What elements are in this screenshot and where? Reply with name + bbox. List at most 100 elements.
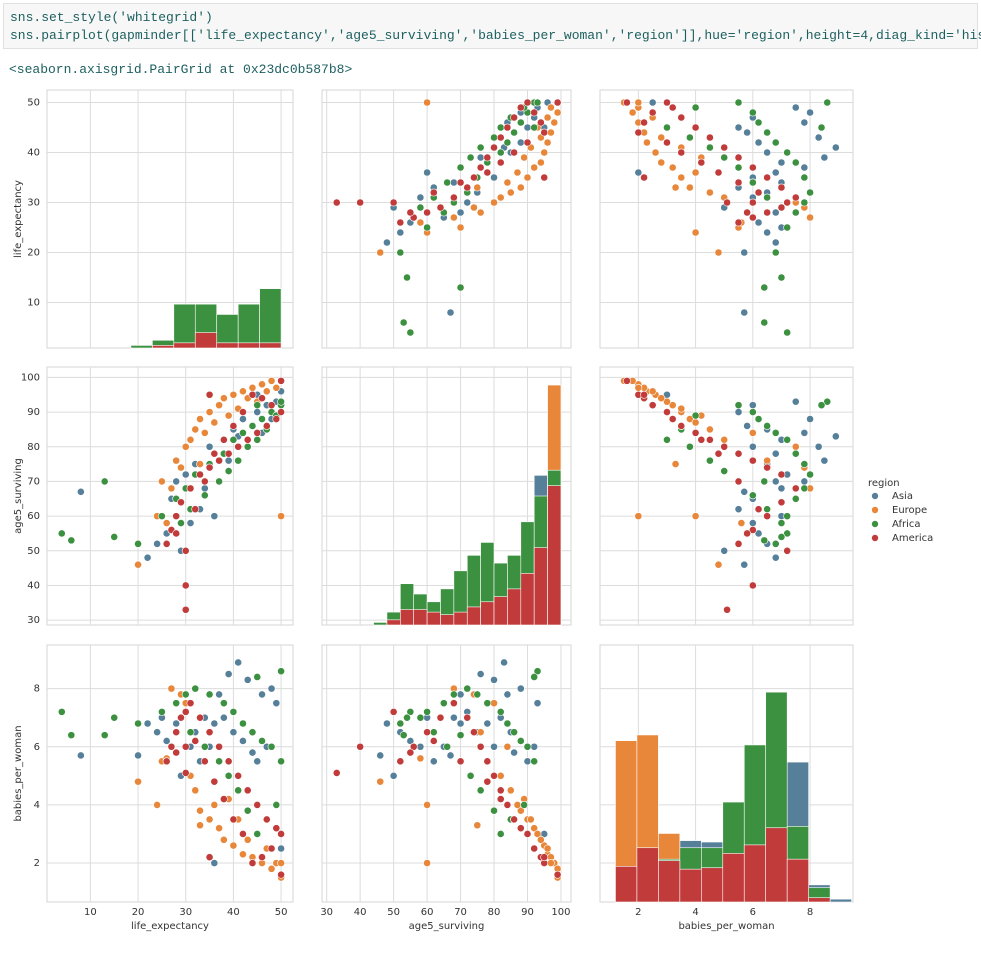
scatter-point (820, 153, 829, 162)
scatter-point (272, 415, 281, 423)
scatter-point (734, 153, 743, 162)
scatter-point (740, 487, 749, 496)
scatter-point (550, 118, 559, 127)
scatter-point (196, 821, 204, 830)
scatter-point (191, 505, 200, 514)
scatter-point (490, 699, 498, 708)
scatter-point (657, 394, 666, 403)
hist-bar (658, 860, 681, 903)
scatter-point (510, 128, 519, 137)
hist-bar (426, 611, 441, 626)
scatter-point (777, 203, 786, 212)
scatter-point (466, 771, 475, 780)
scatter-point (253, 435, 262, 444)
hist-bar (130, 345, 153, 349)
scatter-point (516, 103, 525, 112)
scatter-point (530, 673, 539, 681)
scatter-point (436, 713, 445, 722)
scatter-point (423, 208, 431, 217)
panel (321, 644, 572, 903)
scatter-point (277, 844, 285, 853)
scatter-point (496, 707, 505, 716)
scatter-point (634, 512, 643, 521)
scatter-point (536, 158, 545, 167)
x-tick-label: 40 (227, 907, 240, 918)
scatter-point (543, 138, 552, 147)
scatter-point (177, 519, 185, 527)
scatter-point (267, 742, 276, 751)
scatter-point (456, 283, 465, 292)
panel-marks (620, 376, 840, 614)
scatter-point (253, 757, 262, 766)
scatter-point (496, 193, 505, 202)
scatter-point (224, 757, 233, 766)
scatter-point (791, 484, 800, 493)
scatter-point (162, 737, 171, 745)
scatter-point (513, 800, 522, 809)
scatter-point (685, 415, 694, 423)
scatter-point (100, 731, 109, 740)
scatter-point (267, 376, 276, 385)
x-tick-label: 30 (320, 907, 333, 918)
scatter-point (720, 435, 729, 444)
scatter-point (134, 560, 142, 569)
x-axis-label: age5_surviving (409, 921, 485, 932)
hist-bar (237, 303, 260, 349)
x-tick-label: 100 (551, 907, 570, 918)
scatter-point (547, 128, 555, 137)
hist-bar (386, 619, 401, 626)
scatter-point (720, 467, 729, 475)
scatter-point (748, 491, 757, 500)
scatter-point (399, 318, 408, 327)
y-axis-label: age5_surviving (13, 458, 24, 534)
scatter-point (272, 800, 281, 809)
scatter-point (258, 737, 266, 745)
scatter-point (456, 731, 465, 740)
scatter-point (219, 795, 228, 803)
hist-bar (440, 614, 455, 626)
scatter-point (777, 484, 786, 493)
scatter-point (210, 418, 219, 427)
scatter-point (791, 449, 800, 458)
scatter-point (456, 208, 465, 217)
scatter-point (743, 208, 752, 217)
scatter-point (771, 449, 780, 458)
y-tick-label: 100 (21, 372, 40, 383)
scatter-point (734, 98, 743, 107)
scatter-point (416, 713, 425, 722)
scatter-point (262, 422, 271, 430)
scatter-point (748, 456, 757, 465)
scatter-point (449, 193, 458, 202)
y-tick-label: 80 (27, 442, 40, 453)
scatter-point (272, 383, 281, 392)
scatter-point (506, 188, 515, 197)
scatter-point (277, 859, 285, 867)
scatter-point (783, 512, 792, 521)
scatter-point (506, 786, 515, 795)
scatter-point (483, 777, 492, 786)
scatter-point (634, 383, 643, 392)
y-tick-label: 70 (27, 476, 40, 487)
scatter-point (196, 713, 204, 722)
scatter-point (172, 699, 181, 708)
scatter-point (783, 529, 792, 538)
scatter-point (191, 786, 200, 795)
scatter-point (510, 748, 519, 757)
scatter-point (800, 173, 809, 182)
scatter-point (196, 806, 204, 815)
scatter-point (219, 394, 228, 403)
scatter-point (449, 213, 458, 222)
scatter-point (229, 841, 238, 850)
scatter-point (640, 390, 648, 399)
scatter-point (215, 456, 224, 465)
scatter-point (685, 442, 694, 451)
scatter-point (449, 178, 458, 187)
scatter-point (429, 757, 438, 766)
hist-bar (493, 596, 508, 626)
scatter-point (229, 390, 238, 399)
scatter-point (243, 786, 252, 795)
scatter-point (456, 757, 465, 766)
scatter-point (406, 748, 415, 757)
scatter-point (423, 800, 431, 809)
panel-marks (332, 658, 562, 882)
